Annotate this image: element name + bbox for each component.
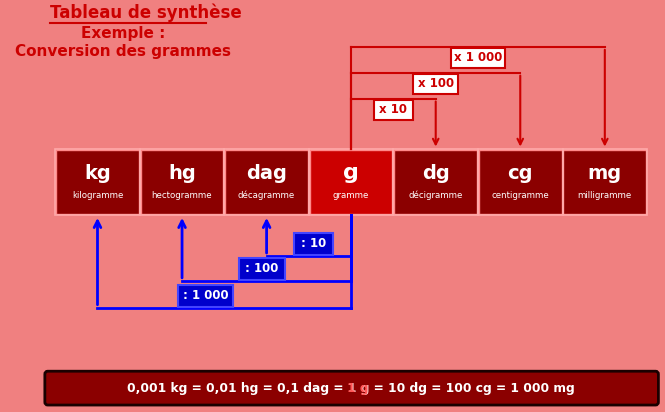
Text: Exemple :: Exemple :	[81, 26, 166, 41]
Text: Conversion des grammes: Conversion des grammes	[15, 44, 231, 59]
Text: décagramme: décagramme	[238, 190, 295, 200]
Text: mg: mg	[588, 164, 622, 183]
Text: hg: hg	[168, 164, 196, 183]
Text: décigramme: décigramme	[408, 190, 463, 200]
Text: g: g	[343, 163, 359, 183]
FancyBboxPatch shape	[451, 48, 505, 68]
Text: dag: dag	[246, 164, 287, 183]
FancyBboxPatch shape	[479, 150, 562, 214]
Text: gramme: gramme	[333, 191, 369, 200]
Text: Tableau de synthèse: Tableau de synthèse	[50, 4, 241, 22]
Text: hectogramme: hectogramme	[152, 191, 212, 200]
Text: x 100: x 100	[418, 77, 454, 90]
Text: 1 g: 1 g	[348, 382, 369, 395]
FancyBboxPatch shape	[563, 150, 646, 214]
FancyBboxPatch shape	[294, 233, 333, 255]
FancyBboxPatch shape	[394, 150, 477, 214]
FancyBboxPatch shape	[374, 100, 413, 119]
Text: kg: kg	[84, 164, 111, 183]
Text: milligramme: milligramme	[578, 191, 632, 200]
Text: : 1 000: : 1 000	[183, 289, 228, 302]
Text: dg: dg	[422, 164, 450, 183]
Text: cg: cg	[507, 164, 533, 183]
Text: 0,001 kg = 0,01 hg = 0,1 dag = 1 g = 10 dg = 100 cg = 1 000 mg: 0,001 kg = 0,01 hg = 0,1 dag = 1 g = 10 …	[127, 382, 575, 395]
FancyBboxPatch shape	[178, 285, 233, 307]
Text: kilogramme: kilogramme	[72, 191, 123, 200]
Text: centigramme: centigramme	[491, 191, 549, 200]
Text: x 1 000: x 1 000	[454, 52, 502, 64]
FancyBboxPatch shape	[413, 74, 458, 94]
FancyBboxPatch shape	[141, 150, 223, 214]
Text: : 100: : 100	[245, 262, 279, 275]
FancyBboxPatch shape	[56, 150, 139, 214]
FancyBboxPatch shape	[225, 150, 308, 214]
FancyBboxPatch shape	[45, 371, 658, 405]
FancyBboxPatch shape	[239, 258, 285, 280]
Text: : 10: : 10	[301, 237, 327, 250]
Text: x 10: x 10	[380, 103, 408, 116]
FancyBboxPatch shape	[310, 150, 392, 214]
